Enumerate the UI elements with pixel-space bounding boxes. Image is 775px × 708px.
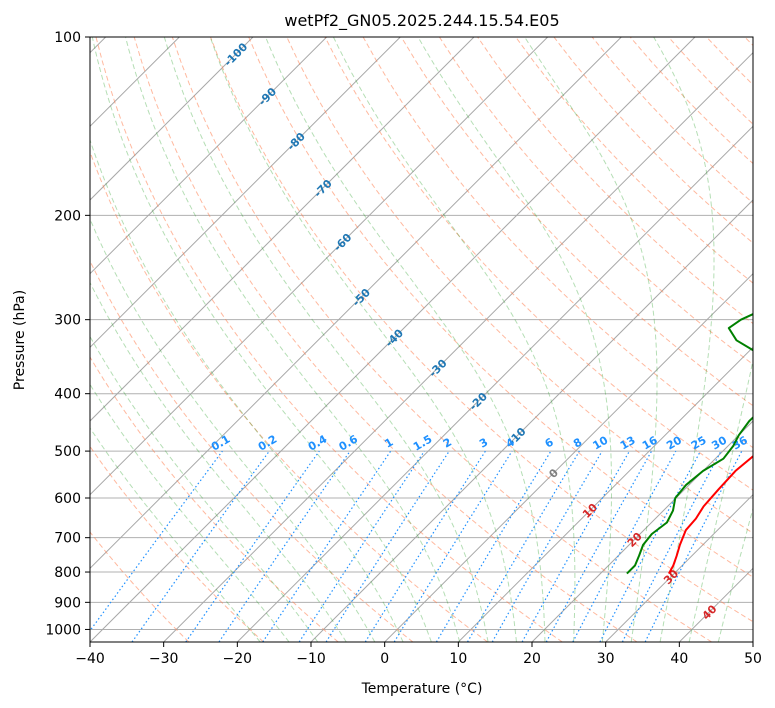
- isotherm-line: [90, 37, 254, 201]
- mixing-ratio-line: [262, 450, 392, 642]
- dry-adiabat: [90, 150, 488, 642]
- temperature-profile-line: [668, 455, 753, 575]
- y-tick-label: 800: [54, 565, 81, 581]
- mixing-ratio-line: [393, 450, 513, 642]
- dewpoint-profile-line: [626, 312, 753, 575]
- x-axis-ticks: −40 −30 −20 −10 0 10 20 30 40 50: [75, 642, 762, 667]
- x-axis-label: Temperature (°C): [361, 681, 483, 697]
- moist-adiabat: [90, 217, 376, 642]
- moist-adiabat: [91, 37, 432, 642]
- moist-adiabat: [90, 281, 347, 642]
- y-tick-label: 300: [54, 313, 81, 329]
- x-tick-label: 50: [744, 651, 762, 667]
- moist-adiabat: [125, 37, 461, 642]
- plot-area: -100-90-80-70-60-50-40-30-20-10010203040…: [90, 37, 753, 642]
- dry-adiabats: [90, 37, 753, 642]
- mixing-ratio-line: [90, 450, 223, 632]
- moist-adiabats: [90, 37, 753, 642]
- mixing-ratio-line: [185, 450, 320, 642]
- y-axis-label: Pressure (hPa): [12, 290, 28, 390]
- isotherm-line: [605, 493, 753, 642]
- plot-frame: [89, 36, 754, 643]
- pressure-gridlines: [90, 37, 753, 630]
- y-tick-label: 200: [54, 208, 81, 224]
- isotherm-line: [90, 37, 328, 275]
- x-tick-label: 30: [597, 651, 615, 667]
- x-tick-label: 0: [380, 651, 389, 667]
- isotherm-lines: [90, 37, 753, 642]
- y-tick-label: 500: [54, 444, 81, 460]
- dry-adiabat: [324, 37, 753, 491]
- x-tick-label: −40: [75, 651, 105, 667]
- moist-adiabat: [688, 358, 753, 642]
- chart-title: wetPf2_GN05.2025.244.15.54.E05: [284, 11, 559, 31]
- moist-adiabat: [90, 335, 319, 642]
- y-tick-label: 100: [54, 30, 81, 46]
- mixing-ratio-line: [572, 450, 677, 642]
- x-tick-label: 20: [523, 651, 541, 667]
- isotherm-line: [531, 420, 753, 642]
- x-tick-label: 10: [449, 651, 467, 667]
- moist-adiabat: [209, 37, 517, 642]
- moist-adiabat: [90, 138, 404, 642]
- moist-adiabat: [163, 37, 489, 642]
- isotherm-line: [90, 37, 549, 496]
- isotherm-line: [236, 125, 753, 642]
- mixing-ratio-line: [298, 450, 425, 642]
- x-tick-label: −20: [223, 651, 253, 667]
- dry-adiabat: [90, 356, 339, 642]
- y-tick-label: 1000: [45, 622, 81, 638]
- mixing-ratio-line: [545, 450, 653, 642]
- dry-adiabat: [90, 259, 414, 642]
- moist-adiabat: [90, 383, 290, 642]
- dry-adiabat: [95, 37, 563, 642]
- mixing-ratio-line: [131, 450, 270, 642]
- y-tick-label: 400: [54, 387, 81, 403]
- dry-adiabat: [210, 37, 753, 623]
- dry-adiabat: [133, 37, 638, 642]
- isotherm-line: [90, 37, 475, 422]
- isotherm-line: [90, 37, 696, 642]
- x-tick-label: 40: [670, 651, 688, 667]
- mixing-ratio-line: [325, 450, 450, 642]
- x-tick-label: −10: [296, 651, 326, 667]
- mixing-ratio-line: [644, 450, 743, 642]
- isotherm-line: [90, 37, 401, 349]
- isotherm-line: [90, 37, 622, 570]
- moist-adiabat: [524, 37, 658, 642]
- dry-adiabat: [438, 37, 753, 366]
- y-axis-ticks: 100 200 300 400 500 600 700 800 900 1000: [45, 30, 90, 638]
- dry-adiabat: [90, 531, 190, 642]
- mixing-ratio-line: [218, 450, 351, 642]
- x-tick-label: −30: [149, 651, 179, 667]
- y-tick-label: 700: [54, 531, 81, 547]
- dry-adiabat: [171, 37, 712, 642]
- mixing-ratio-line: [521, 450, 631, 642]
- moist-adiabat: [332, 37, 576, 642]
- moist-adiabat: [265, 37, 546, 642]
- isotherm-line: [457, 346, 753, 642]
- dry-adiabat: [90, 445, 264, 642]
- profile-series: [626, 312, 753, 575]
- dry-adiabat: [400, 37, 753, 407]
- moist-adiabat: [653, 37, 715, 642]
- y-tick-label: 600: [54, 491, 81, 507]
- y-tick-label: 900: [54, 595, 81, 611]
- isotherm-line: [163, 51, 753, 642]
- dry-adiabat: [515, 37, 753, 284]
- dry-adiabat: [248, 37, 753, 578]
- isotherm-line: [384, 272, 753, 642]
